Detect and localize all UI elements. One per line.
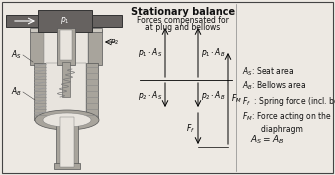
Bar xyxy=(38,10,92,32)
Bar xyxy=(88,30,102,65)
Text: $A_B$: Bellows area: $A_B$: Bellows area xyxy=(242,80,307,93)
Text: $p_2$: $p_2$ xyxy=(110,37,119,47)
Text: Forces compensated for: Forces compensated for xyxy=(137,16,229,25)
Text: at plug and bellows: at plug and bellows xyxy=(145,23,221,32)
Text: $F_f$: $F_f$ xyxy=(186,122,195,135)
Text: $F_M$: Force acting on the: $F_M$: Force acting on the xyxy=(242,110,332,123)
Text: $p_1$: $p_1$ xyxy=(60,16,70,26)
Bar xyxy=(30,28,102,32)
Bar xyxy=(30,30,44,65)
Text: $F_f$  : Spring force (incl. bellows): $F_f$ : Spring force (incl. bellows) xyxy=(242,95,335,108)
Text: $A_B$: $A_B$ xyxy=(11,86,22,98)
Bar xyxy=(56,117,78,167)
Bar xyxy=(57,28,75,65)
Bar xyxy=(60,30,72,60)
Bar xyxy=(46,63,86,120)
Text: $p_2 \cdot A_S$: $p_2 \cdot A_S$ xyxy=(138,89,162,101)
Bar xyxy=(44,28,88,65)
Text: $A_S$: $A_S$ xyxy=(11,49,22,61)
Bar xyxy=(6,15,38,27)
Bar xyxy=(62,62,70,97)
Text: $A_S$: Seat area: $A_S$: Seat area xyxy=(242,65,294,78)
Text: $p_1 \cdot A_S$: $p_1 \cdot A_S$ xyxy=(138,46,162,59)
Ellipse shape xyxy=(35,110,99,130)
Bar xyxy=(34,63,46,120)
Bar xyxy=(54,163,80,169)
Bar xyxy=(86,63,98,120)
Ellipse shape xyxy=(43,113,91,127)
Text: $F_M$: $F_M$ xyxy=(231,92,242,105)
Bar xyxy=(92,15,122,27)
Text: $p_2 \cdot A_B$: $p_2 \cdot A_B$ xyxy=(201,89,225,101)
Text: $A_S = A_B$: $A_S = A_B$ xyxy=(242,133,284,145)
Text: Stationary balance: Stationary balance xyxy=(131,7,235,17)
Text: $p_1 \cdot A_B$: $p_1 \cdot A_B$ xyxy=(201,46,225,59)
Text: diaphragm: diaphragm xyxy=(242,125,303,134)
Bar xyxy=(60,117,74,167)
